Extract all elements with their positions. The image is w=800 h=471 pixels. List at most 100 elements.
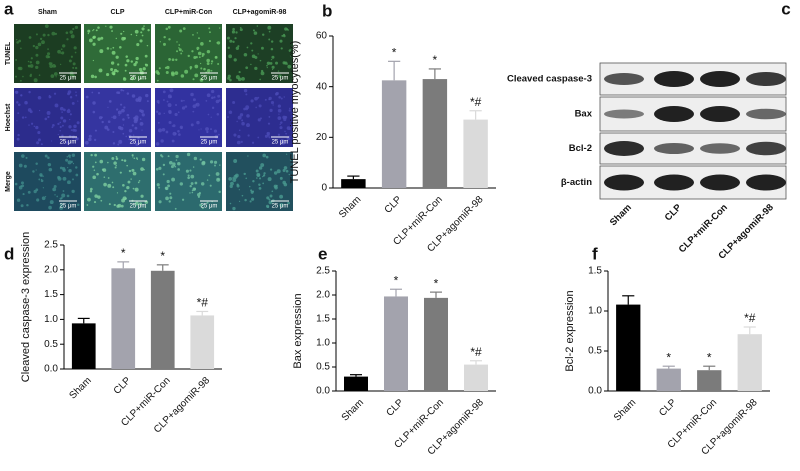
speckle — [210, 139, 213, 142]
speckle — [269, 194, 273, 198]
speckle — [68, 59, 72, 63]
micrograph: 25 μm — [155, 88, 222, 147]
speckle — [48, 95, 52, 99]
speckle — [246, 123, 251, 128]
speckle — [101, 168, 105, 171]
speckle — [182, 27, 186, 30]
speckle — [266, 205, 270, 209]
speckle — [115, 157, 119, 160]
speckle — [171, 58, 175, 62]
speckle — [35, 53, 39, 57]
speckle — [178, 133, 181, 136]
speckle — [269, 108, 273, 112]
speckle — [246, 46, 249, 49]
speckle — [232, 178, 237, 183]
speckle — [289, 159, 292, 161]
speckle — [279, 126, 283, 130]
speckle — [59, 205, 64, 210]
speckle — [131, 94, 136, 98]
speckle — [218, 99, 221, 102]
speckle — [62, 44, 66, 48]
speckle — [181, 50, 184, 52]
speckle — [174, 103, 178, 107]
band — [654, 106, 694, 122]
speckle — [262, 33, 265, 36]
speckle — [184, 69, 189, 74]
speckle — [268, 116, 271, 118]
speckle — [283, 203, 285, 206]
speckle — [241, 76, 245, 81]
speckle — [255, 106, 257, 109]
scale-bar-label: 25 μm — [60, 204, 77, 210]
speckle — [157, 121, 160, 124]
speckle — [117, 143, 120, 146]
speckle — [168, 160, 173, 165]
speckle — [280, 97, 283, 100]
speckle — [70, 129, 73, 131]
speckle — [16, 137, 20, 141]
speckle — [73, 46, 77, 50]
speckle — [217, 178, 220, 181]
lane-label: Sham — [608, 202, 634, 228]
annotation: * — [160, 249, 165, 263]
y-tick-label: 2.5 — [316, 266, 330, 277]
speckle — [124, 63, 128, 67]
speckle — [262, 182, 265, 185]
speckle — [181, 198, 185, 201]
speckle — [87, 197, 91, 202]
protein-label: Bcl-2 — [569, 143, 592, 154]
speckle — [209, 184, 212, 187]
speckle — [232, 27, 235, 31]
speckle — [57, 175, 61, 180]
speckle — [174, 165, 177, 168]
y-tick-label: 1.5 — [316, 314, 330, 325]
speckle — [174, 112, 178, 117]
speckle — [33, 78, 38, 83]
speckle — [174, 71, 179, 75]
speckle — [69, 113, 72, 116]
speckle — [131, 124, 134, 127]
speckle — [135, 61, 138, 64]
speckle — [112, 142, 116, 145]
speckle — [166, 100, 169, 103]
speckle — [52, 63, 56, 68]
speckle — [263, 172, 266, 175]
speckle — [273, 184, 277, 188]
speckle — [214, 55, 218, 59]
speckle — [90, 153, 93, 157]
speckle — [232, 40, 235, 43]
speckle — [50, 74, 55, 79]
speckle — [189, 67, 192, 70]
speckle — [41, 196, 46, 201]
micrograph: 25 μm — [14, 24, 81, 83]
speckle — [254, 66, 258, 71]
speckle — [68, 202, 71, 204]
speckle — [88, 134, 92, 138]
speckle — [240, 140, 243, 143]
speckle — [279, 194, 284, 199]
speckle — [97, 91, 101, 95]
speckle — [211, 96, 214, 100]
speckle — [112, 131, 115, 134]
speckle — [38, 178, 41, 181]
speckle — [93, 201, 97, 204]
speckle — [268, 198, 271, 201]
speckle — [44, 117, 48, 121]
bar — [111, 268, 136, 369]
panel-label: a — [4, 0, 14, 18]
speckle — [14, 75, 18, 78]
speckle — [241, 119, 244, 122]
speckle — [118, 139, 123, 144]
lane-label: CLP — [663, 202, 685, 224]
speckle — [271, 65, 275, 69]
speckle — [63, 108, 66, 112]
speckle — [239, 26, 242, 29]
speckle — [243, 53, 248, 57]
speckle — [187, 176, 190, 180]
speckle — [28, 90, 31, 94]
speckle — [72, 162, 75, 165]
speckle — [200, 42, 204, 46]
speckle — [201, 52, 205, 56]
speckle — [92, 101, 96, 105]
speckle — [169, 196, 173, 200]
